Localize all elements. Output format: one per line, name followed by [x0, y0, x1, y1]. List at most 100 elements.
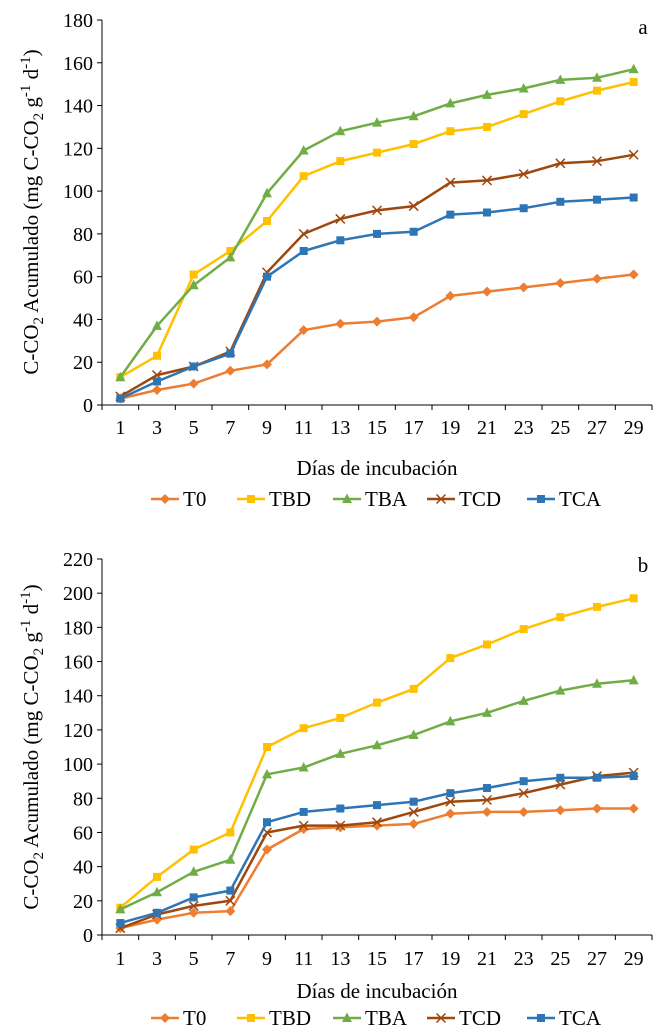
data-point-TBD [556, 613, 565, 622]
data-point-T0 [555, 805, 566, 816]
data-point-TBD [593, 86, 601, 95]
data-point-T0 [628, 269, 639, 280]
y-tick-label: 140 [63, 96, 93, 118]
legend-label-TCA: TCA [559, 487, 602, 511]
data-point-TCA [446, 789, 455, 798]
data-point-TBA [298, 762, 309, 772]
data-point-T0 [628, 803, 639, 814]
data-point-TBA [518, 82, 529, 93]
data-point-TBD [299, 724, 308, 733]
data-point-TCD [518, 168, 529, 180]
data-point-TBA [298, 144, 309, 155]
legend-swatch-marker [160, 1013, 170, 1023]
x-axis-label: Días de incubación [297, 456, 458, 480]
data-point-TCA [299, 247, 308, 255]
data-point-TBA [335, 748, 346, 758]
data-point-T0 [188, 907, 199, 918]
series-line-T0 [120, 273, 634, 400]
data-point-TBA [188, 866, 199, 876]
data-point-TBD [593, 602, 601, 611]
data-point-TBD [483, 122, 491, 131]
y-tick-label: 20 [73, 891, 93, 913]
data-point-TCA [153, 908, 161, 917]
legend-label-TBA: TBA [365, 1006, 408, 1030]
data-point-TCA [116, 919, 125, 928]
legend-label-TCA: TCA [559, 1006, 602, 1030]
data-point-TBD [226, 828, 235, 837]
series-TBA [115, 674, 639, 914]
data-point-TBA [152, 320, 162, 330]
data-point-TBA [372, 117, 382, 127]
data-point-T0 [518, 282, 529, 293]
legend: T0 TBD TBA TCD TCA [151, 487, 602, 511]
data-point-TBA [482, 707, 492, 717]
y-tick-label: 20 [73, 352, 93, 374]
data-point-T0 [225, 906, 236, 917]
y-tick-label: 160 [63, 652, 93, 674]
data-point-TBD [556, 97, 565, 106]
data-point-T0 [262, 844, 272, 855]
data-point-TCA [226, 886, 235, 895]
x-tick-label: 23 [514, 948, 534, 970]
data-point-TCD [335, 820, 346, 831]
data-point-TCD [445, 177, 456, 188]
data-point-T0 [188, 378, 199, 389]
legend-label-TCD: TCD [459, 487, 501, 511]
data-point-T0 [482, 286, 492, 297]
data-point-TBA [518, 695, 529, 705]
data-point-TBA [592, 678, 602, 688]
data-point-TCA [446, 210, 455, 219]
y-tick-label: 100 [63, 754, 93, 776]
series-T0 [115, 803, 639, 934]
y-tick-label: 180 [63, 617, 93, 639]
data-point-TCA [556, 197, 565, 206]
x-tick-label: 21 [477, 948, 497, 970]
legend-swatch-marker [342, 493, 352, 503]
x-tick-label: 21 [477, 417, 497, 439]
data-point-TBA [592, 72, 602, 82]
data-point-TBA [408, 729, 419, 740]
series-line-TBA [119, 67, 634, 378]
x-tick-label: 3 [152, 417, 162, 439]
x-tick-label: 13 [330, 948, 350, 970]
data-point-TCD [371, 205, 383, 216]
x-tick-label: 25 [550, 417, 570, 439]
data-point-TCD [518, 788, 529, 799]
y-tick-label: 120 [63, 720, 93, 742]
data-point-T0 [335, 822, 346, 833]
y-tick-label: 40 [73, 857, 93, 879]
data-point-TBD [373, 698, 381, 707]
data-point-TBD [519, 625, 528, 634]
data-point-TBD [483, 640, 491, 649]
x-axis-label: Días de incubación [297, 979, 458, 1003]
legend-label-T0: T0 [183, 487, 206, 511]
data-point-TBA [445, 715, 456, 726]
y-tick-label: 40 [73, 309, 93, 331]
data-point-T0 [225, 365, 236, 376]
data-point-TCA [189, 362, 198, 371]
data-point-TBD [446, 127, 455, 136]
data-point-TBD [226, 247, 235, 255]
y-axis-label: C-CO2 Acumulado (mg C-CO2 g-1 d-1) [18, 584, 47, 909]
data-point-T0 [408, 312, 419, 323]
y-tick-label: 60 [73, 822, 93, 844]
data-point-TBD [409, 684, 418, 693]
data-point-TBD [446, 654, 455, 663]
legend-label-T0: T0 [183, 1006, 206, 1030]
data-point-TCD [225, 895, 236, 906]
data-point-TBA [335, 125, 346, 136]
data-point-TBA [408, 110, 419, 121]
series-TBD [116, 594, 638, 912]
data-point-TCA [519, 204, 528, 213]
y-tick-label: 60 [73, 267, 93, 289]
data-point-TCA [629, 772, 638, 781]
data-point-TBA [115, 903, 126, 914]
data-point-TCA [593, 195, 601, 204]
data-point-TBA [482, 89, 492, 99]
data-point-TBD [263, 743, 271, 751]
legend-swatch-marker [435, 493, 447, 505]
data-point-TCD [481, 794, 493, 806]
data-point-TCA [629, 193, 638, 202]
data-point-T0 [592, 273, 602, 284]
series-line-TBD [119, 597, 634, 909]
